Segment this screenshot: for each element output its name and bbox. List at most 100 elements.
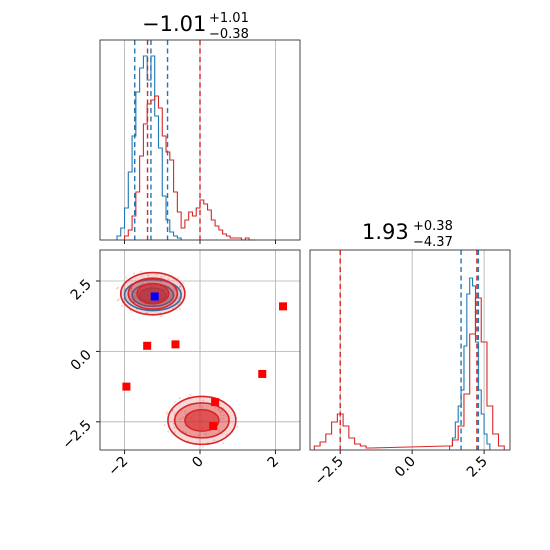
red-sample-point [178, 397, 181, 399]
panel1-title-minus: −0.38 [209, 27, 249, 42]
red-sample-point [236, 425, 239, 428]
red-sample-point [174, 401, 176, 403]
blue-sample-point [169, 296, 172, 299]
blue-square-marker [150, 292, 159, 301]
joint-x-tick-label: 0 [189, 454, 207, 472]
red-sample-point [219, 414, 222, 417]
red-sample-point [222, 417, 225, 420]
red-square-marker [171, 340, 180, 349]
red-sample-point [197, 434, 200, 437]
red-sample-point [184, 410, 187, 413]
red-sample-point [160, 315, 162, 318]
blue-sample-point [179, 284, 182, 287]
joint-y-tick-label: −2.5 [59, 417, 94, 452]
red-sample-point [225, 433, 228, 436]
blue-sample-point [130, 289, 133, 292]
red-sample-point [160, 275, 162, 278]
joint-x-tick-label: −2 [105, 454, 131, 480]
red-sample-point [179, 417, 182, 420]
blue-sample-point [178, 301, 181, 304]
blue-sample-point [178, 286, 181, 289]
red-sample-point [145, 311, 148, 314]
blue-sample-point [167, 278, 170, 281]
joint-scatter-panel: −2 0 2 −2.5 0.0 2.5 [59, 249, 301, 480]
red-sample-point [222, 442, 224, 445]
red-square-marker [122, 382, 131, 391]
red-square-marker [143, 341, 152, 350]
panel2-title-minus: −4.37 [413, 235, 453, 250]
red-sample-point [130, 287, 133, 290]
red-sample-point [179, 308, 181, 310]
red-sample-point [213, 439, 215, 442]
red-histogram-step [313, 297, 505, 450]
red-sample-point [214, 406, 217, 409]
red-sample-point [177, 303, 179, 306]
red-sample-point [125, 276, 128, 279]
red-sample-point [204, 433, 207, 435]
red-sample-point [171, 410, 174, 413]
red-sample-point [218, 429, 221, 432]
red-sample-point [184, 431, 187, 434]
joint-x-tick-label: 2 [265, 454, 283, 472]
blue-sample-point [130, 289, 133, 292]
red-sample-point [182, 430, 185, 433]
red-sample-point [117, 298, 120, 301]
red-sample-point [155, 273, 158, 276]
joint-frame [99, 249, 301, 451]
red-sample-point [173, 412, 176, 415]
red-sample-point [222, 414, 225, 417]
red-sample-point [189, 393, 192, 396]
panel2-title-plus: +0.38 [413, 219, 453, 234]
panel2-x-tick-label: −2.5 [312, 454, 347, 489]
joint-y-tick-label: 0.0 [68, 347, 95, 374]
red-sample-point [201, 405, 204, 408]
red-sample-point [177, 276, 180, 279]
red-sample-point [182, 282, 185, 284]
blue-sample-point [179, 285, 182, 288]
red-sample-point [173, 426, 176, 429]
blue-sample-point [122, 289, 125, 292]
red-sample-point [116, 286, 119, 289]
panel1-frame [99, 39, 301, 241]
red-sample-point [177, 297, 180, 299]
red-sample-point [219, 411, 222, 414]
red-square-marker [211, 398, 220, 407]
red-sample-point [184, 413, 187, 415]
blue-histogram-step [116, 55, 182, 240]
panel2-title-value: 1.93 [362, 220, 409, 244]
red-sample-point [220, 410, 223, 413]
red-sample-point [174, 289, 177, 292]
red-sample-point [132, 295, 135, 298]
red-sample-point [220, 418, 223, 421]
red-sample-point [173, 288, 175, 290]
red-sample-point [167, 430, 170, 433]
red-square-marker [279, 302, 288, 311]
red-square-marker [209, 422, 218, 431]
red-square-marker [258, 369, 267, 378]
panel2-frame [309, 249, 511, 451]
red-sample-point [181, 416, 184, 419]
panel1-title-plus: +1.01 [209, 11, 249, 26]
red-sample-point [139, 271, 142, 273]
joint-y-tick-label: 2.5 [68, 277, 95, 304]
red-sample-point [201, 445, 204, 448]
red-sample-point [166, 411, 169, 414]
marginal-histogram-param1 [99, 39, 301, 244]
panel2-x-tick-label: 0.0 [392, 454, 419, 481]
panel1-title-value: −1.01 [142, 12, 206, 36]
red-sample-point [163, 424, 166, 427]
red-sample-point [202, 399, 205, 402]
red-sample-point [121, 305, 123, 308]
blue-histogram-step [449, 277, 491, 450]
red-sample-point [147, 274, 150, 277]
panel2-x-tick-label: 2.5 [464, 454, 491, 481]
red-sample-point [116, 287, 118, 290]
red-sample-point [217, 408, 219, 411]
red-sample-point [133, 272, 136, 275]
red-histogram-step [123, 95, 257, 241]
red-sample-point [165, 413, 168, 416]
marginal-histogram-param2: −2.5 0.0 2.5 [309, 249, 511, 489]
red-sample-point [217, 409, 220, 412]
red-sample-point [163, 274, 166, 277]
